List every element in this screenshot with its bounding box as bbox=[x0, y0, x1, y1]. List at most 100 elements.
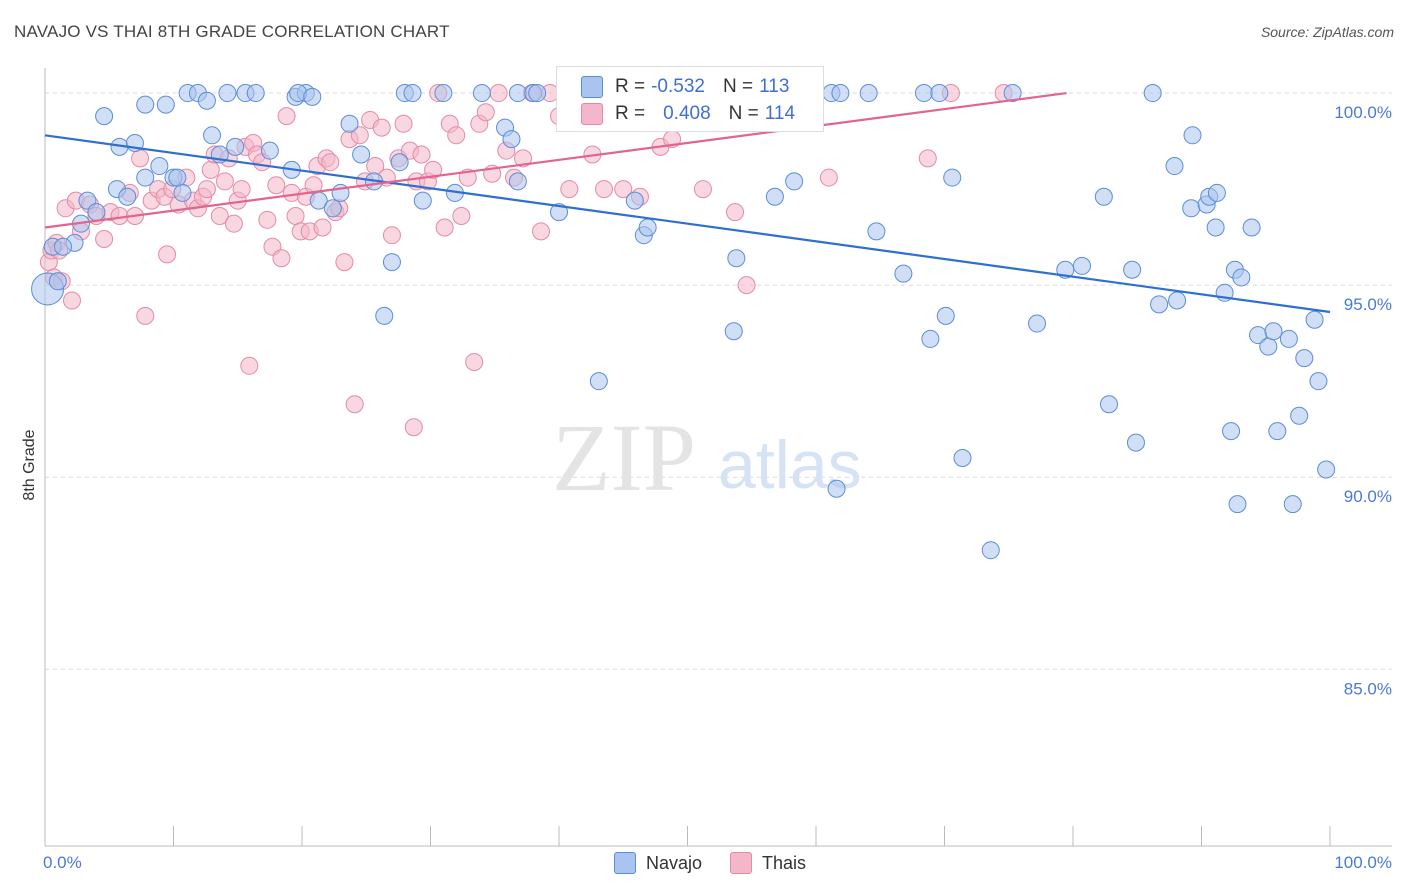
x-tick-label: 100.0% bbox=[1334, 853, 1392, 872]
navajo-point bbox=[1228, 495, 1247, 514]
legend-row-thai: R = 0.408 N = 114 bbox=[581, 102, 795, 126]
navajo-point bbox=[859, 84, 878, 103]
grid-lines bbox=[45, 92, 1392, 670]
navajo-point bbox=[589, 372, 608, 391]
thai-point bbox=[95, 230, 114, 249]
navajo-point bbox=[1165, 157, 1184, 176]
chart-title: NAVAJO VS THAI 8TH GRADE CORRELATION CHA… bbox=[14, 22, 450, 41]
navajo-point bbox=[943, 168, 962, 187]
thai-point bbox=[447, 126, 466, 145]
thai-swatch bbox=[581, 103, 603, 125]
series-legend: Navajo Thais bbox=[614, 852, 834, 874]
thai-point bbox=[693, 180, 712, 199]
thai-point bbox=[335, 253, 354, 272]
y-tick-label: 95.0% bbox=[1344, 295, 1392, 314]
navajo-point bbox=[528, 84, 547, 103]
navajo-point bbox=[1028, 314, 1047, 333]
navajo-point bbox=[1182, 199, 1201, 218]
thai-legend-label: Thais bbox=[762, 852, 807, 873]
navajo-point bbox=[1072, 256, 1091, 275]
navajo-point bbox=[1259, 337, 1278, 356]
navajo-point bbox=[638, 218, 657, 237]
thai-point bbox=[382, 226, 401, 245]
thai-point bbox=[819, 168, 838, 187]
navajo-r-value: -0.532 bbox=[651, 76, 705, 97]
y-tick-label: 85.0% bbox=[1344, 679, 1392, 698]
navajo-point bbox=[550, 203, 568, 222]
navajo-point bbox=[1309, 372, 1328, 391]
navajo-point bbox=[508, 84, 527, 103]
legend-item-navajo[interactable]: Navajo bbox=[614, 852, 702, 874]
thai-point bbox=[737, 276, 756, 295]
navajo-point bbox=[173, 183, 192, 202]
thai-point bbox=[136, 306, 155, 325]
navajo-point bbox=[413, 191, 432, 210]
thai-point bbox=[435, 218, 454, 237]
navajo-point bbox=[246, 84, 265, 103]
navajo-point bbox=[724, 322, 743, 341]
navajo-point bbox=[1264, 322, 1283, 341]
navajo-point bbox=[1295, 349, 1314, 368]
navajo-point bbox=[1126, 433, 1145, 452]
navajo-point bbox=[390, 153, 409, 172]
navajo-point bbox=[936, 306, 955, 325]
navajo-point bbox=[1207, 183, 1226, 202]
thai-point bbox=[286, 206, 305, 225]
navajo-point bbox=[1222, 422, 1241, 441]
thai-point bbox=[532, 222, 551, 241]
thai-point bbox=[594, 180, 613, 199]
thai-point bbox=[232, 180, 251, 199]
navajo-point bbox=[765, 187, 784, 206]
navajo-points-group bbox=[31, 84, 1336, 560]
navajo-r-label: R = bbox=[615, 76, 646, 97]
navajo-point bbox=[323, 199, 342, 218]
thai-trend-line bbox=[44, 91, 1067, 229]
axes bbox=[44, 68, 1392, 847]
navajo-point bbox=[1317, 460, 1336, 479]
navajo-point bbox=[1232, 268, 1251, 287]
thai-point bbox=[224, 214, 243, 233]
navajo-point bbox=[95, 107, 114, 126]
thai-point bbox=[197, 180, 216, 199]
navajo-point bbox=[382, 253, 401, 272]
navajo-point bbox=[472, 84, 491, 103]
thai-point bbox=[452, 206, 471, 225]
thai-r-label: R = bbox=[615, 103, 646, 124]
navajo-point bbox=[1206, 218, 1225, 237]
x-tick-label: 0.0% bbox=[43, 853, 82, 872]
thai-point bbox=[62, 291, 81, 310]
thai-point bbox=[476, 103, 495, 122]
navajo-point bbox=[914, 84, 933, 103]
thai-point bbox=[267, 176, 286, 195]
navajo-point bbox=[352, 145, 371, 164]
thai-point bbox=[424, 160, 443, 179]
thai-point bbox=[560, 180, 579, 199]
thai-point bbox=[465, 352, 484, 371]
navajo-n-label: N = bbox=[722, 76, 754, 97]
navajo-point bbox=[150, 157, 169, 176]
navajo-point bbox=[894, 264, 913, 283]
thai-point bbox=[726, 203, 745, 222]
trend-lines bbox=[44, 91, 1331, 314]
legend-item-thais[interactable]: Thais bbox=[730, 852, 806, 874]
watermark: ZIP atlas bbox=[552, 404, 862, 511]
navajo-point bbox=[226, 137, 245, 156]
navajo-point bbox=[218, 84, 237, 103]
navajo-point bbox=[1183, 126, 1202, 145]
thai-point bbox=[918, 149, 937, 168]
thai-point bbox=[404, 418, 423, 437]
navajo-point bbox=[727, 249, 746, 268]
navajo-point bbox=[1290, 406, 1309, 425]
thai-point bbox=[272, 249, 291, 268]
navajo-point bbox=[168, 168, 187, 187]
thai-point bbox=[345, 395, 364, 414]
navajo-point bbox=[1150, 295, 1169, 314]
navajo-point bbox=[1242, 218, 1261, 237]
thai-point bbox=[258, 210, 277, 229]
legend-row-navajo: R = -0.532 N = 113 bbox=[581, 75, 789, 99]
navajo-point bbox=[48, 272, 67, 291]
correlation-legend: R = -0.532 N = 113 R = 0.408 N = 114 bbox=[556, 66, 824, 132]
navajo-point bbox=[403, 84, 422, 103]
navajo-point bbox=[1279, 329, 1298, 348]
